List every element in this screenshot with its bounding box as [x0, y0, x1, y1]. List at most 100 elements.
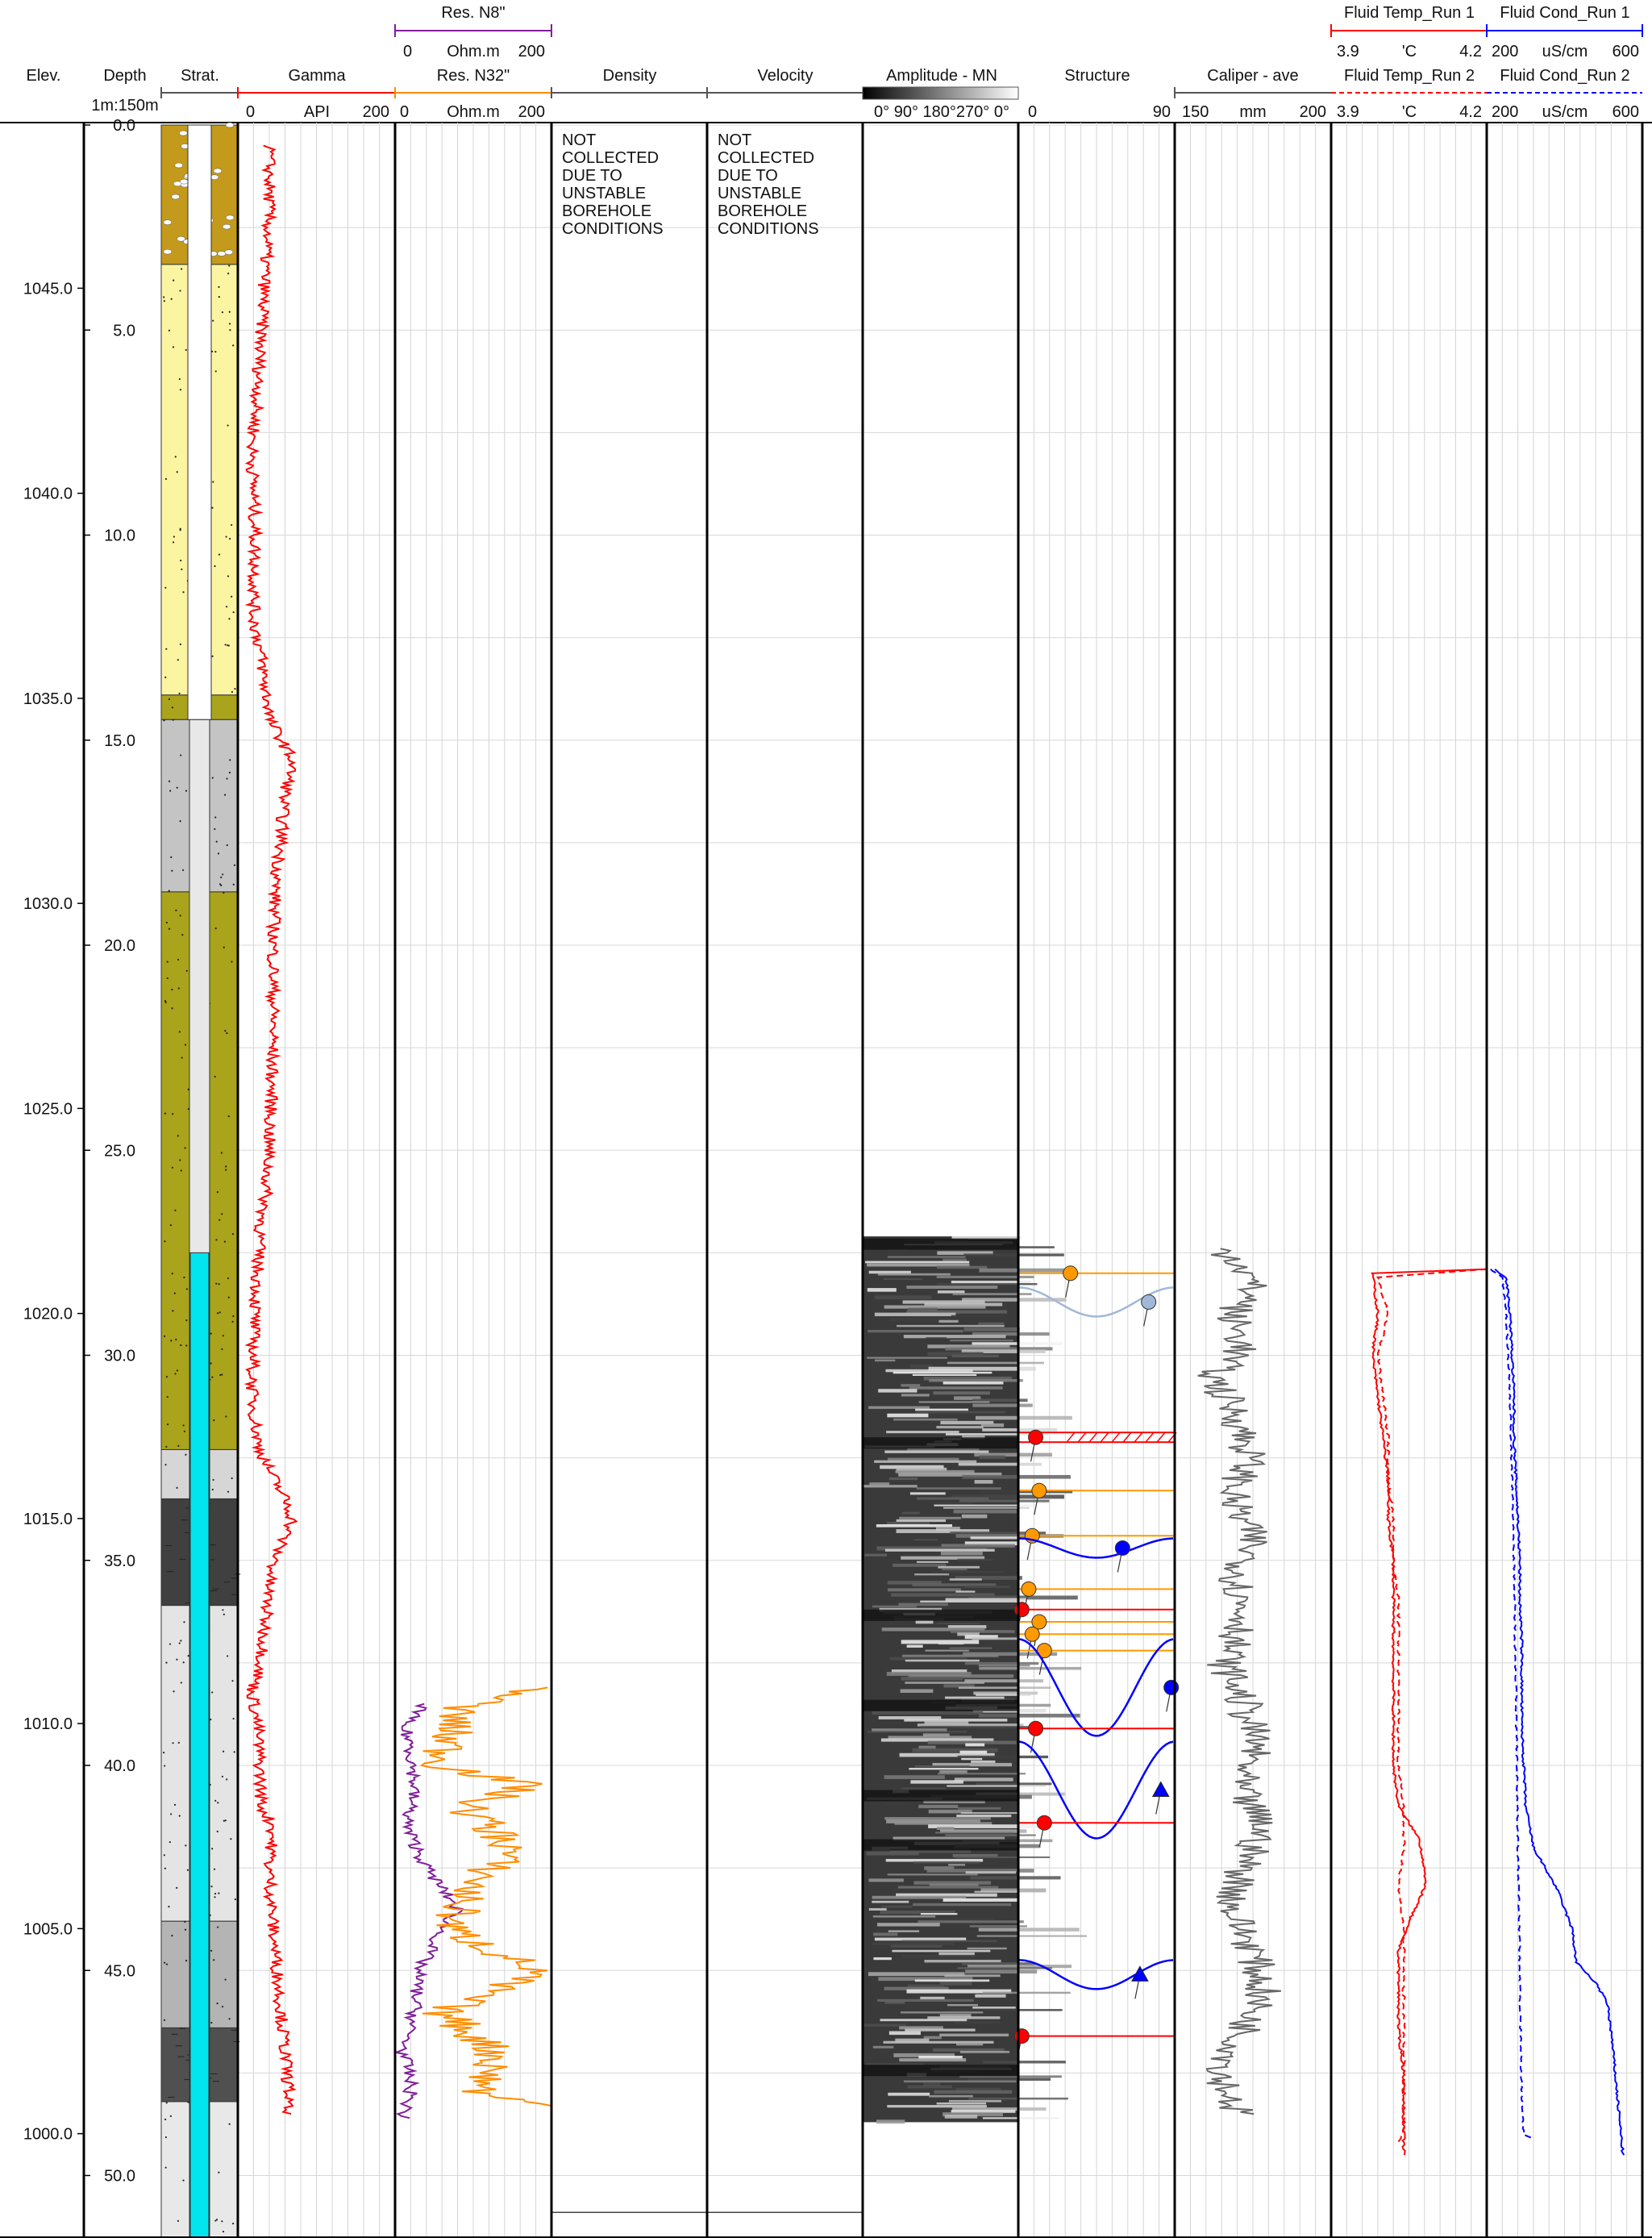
strat-grain	[220, 876, 223, 878]
strat-grain	[233, 1751, 235, 1753]
fluid-temp-1-title: Fluid Temp_Run 1	[1344, 4, 1475, 22]
structure-tadpole	[1028, 1429, 1044, 1445]
structure-tadpole-triangle	[1151, 1781, 1170, 1798]
strat-grain	[218, 883, 222, 886]
structure-tadpole	[1063, 1265, 1079, 1282]
strat-grain	[164, 1867, 166, 1869]
amplitude-image-texel	[945, 1347, 1053, 1351]
strat-grain	[214, 816, 217, 819]
fluid-cond-2-unit: uS/cm	[1542, 103, 1588, 121]
strat-grain	[178, 377, 181, 381]
amplitude-image-texel	[928, 1824, 1039, 1828]
amplitude-image-texel	[893, 1418, 958, 1421]
amplitude-image-texel	[937, 1265, 988, 1269]
amplitude-image-texel	[958, 1807, 1001, 1810]
amplitude-image-texel	[968, 1595, 1078, 1600]
strat-grain	[178, 1815, 181, 1817]
amplitude-image-texel	[937, 1773, 1026, 1775]
strat-grain	[214, 1075, 216, 1078]
strat-grain	[231, 690, 234, 694]
strat-grain	[233, 864, 236, 866]
strat-grain	[165, 1661, 168, 1664]
strat-grain	[172, 541, 175, 544]
strat-grain	[185, 1844, 187, 1847]
strat-grain	[163, 719, 165, 722]
strat-grain	[214, 2219, 217, 2222]
amplitude-image-texel	[878, 1715, 942, 1719]
amplitude-image-texel	[918, 1745, 936, 1750]
fluid-temp-run1-curve	[1371, 1268, 1487, 2156]
res-n32-min: 0	[400, 103, 409, 121]
amplitude-image-texel	[872, 1605, 917, 1608]
amplitude-image-texel	[909, 1768, 979, 1770]
amplitude-image-texel	[936, 2102, 987, 2105]
strat-grain	[228, 2123, 231, 2125]
strat-grain	[164, 1765, 166, 1767]
amplitude-image-texel	[891, 1669, 967, 1673]
strat-grain	[211, 655, 214, 657]
amplitude-image-texel	[930, 1570, 1005, 1573]
amplitude-image-texel	[901, 1640, 980, 1644]
strat-grain	[222, 1750, 225, 1752]
velocity-note-line-2: COLLECTED	[718, 149, 814, 167]
density-note-line-2: COLLECTED	[562, 149, 659, 167]
amplitude-image-texel	[962, 1474, 1071, 1479]
amplitude-image-texel	[972, 1637, 1018, 1640]
amplitude-image-texel	[884, 1775, 945, 1779]
strat-grain	[216, 1191, 218, 1194]
strat-grain	[162, 1751, 165, 1754]
amplitude-image-texel	[865, 2063, 924, 2065]
strat-grain	[232, 344, 235, 347]
amplitude-image-texel	[936, 1623, 980, 1625]
velocity-note: NOT COLLECTED DUE TO UNSTABLE BOREHOLE C…	[718, 131, 819, 238]
amplitude-image-texel	[957, 1632, 980, 1636]
strat-grain	[177, 1444, 180, 1447]
strat-pebble	[179, 130, 188, 136]
res-n8-min: 0	[403, 43, 412, 60]
elevation-tick-label: 1045.0	[23, 280, 73, 298]
strat-grain	[177, 987, 180, 990]
strat-grain	[169, 1813, 173, 1815]
amplitude-image-texel	[880, 1465, 944, 1469]
amplitude-image-texel	[912, 1373, 977, 1377]
strat-grain	[163, 300, 165, 302]
amplitude-image-texel	[890, 1944, 943, 1948]
amplitude-image-texel	[893, 1836, 1005, 1841]
strat-grain	[212, 1478, 214, 1482]
amplitude-dark-band	[863, 1699, 1018, 1711]
amplitude-image-texel	[927, 1344, 1010, 1348]
res-n32-unit: Ohm.m	[447, 103, 500, 121]
strat-grain	[213, 1419, 215, 1422]
amplitude-dark-band	[863, 2065, 1018, 2077]
elevation-tick-label: 1020.0	[23, 1306, 73, 1323]
strat-grain	[218, 1892, 220, 1894]
strat-pebble	[171, 194, 180, 200]
amplitude-image-texel	[877, 1998, 974, 2003]
strat-grain	[216, 1312, 219, 1315]
gamma-max: 200	[363, 103, 389, 121]
amplitude-image-texel	[887, 1457, 959, 1461]
amplitude-image-texel	[956, 1815, 1012, 1818]
strat-grain	[183, 1430, 185, 1432]
strat-grain	[214, 351, 217, 353]
amplitude-image-texel	[951, 1630, 1015, 1633]
strat-grain	[180, 559, 182, 562]
caliper-unit: mm	[1239, 103, 1266, 121]
strat-grain	[184, 1147, 186, 1149]
strat-grain	[234, 687, 236, 690]
strat-grain	[184, 1920, 186, 1923]
strat-grain	[164, 477, 168, 480]
strat-grain	[210, 1719, 212, 1721]
fluid-temp-1-min: 3.9	[1337, 43, 1359, 60]
amplitude-image-texel	[951, 2110, 1016, 2113]
amplitude-image-texel	[972, 1403, 1033, 1407]
strat-grain	[179, 1159, 181, 1161]
amplitude-image-texel	[922, 1733, 950, 1737]
res-n32-title: Res. N32"	[437, 67, 510, 85]
strat-grain	[231, 1477, 233, 1480]
strat-grain	[214, 927, 217, 930]
amplitude-image-texel	[923, 1376, 1012, 1381]
strat-pebble	[217, 251, 227, 256]
amplitude-image-texel	[956, 2043, 984, 2046]
velocity-note-line-5: BOREHOLE	[718, 202, 807, 220]
